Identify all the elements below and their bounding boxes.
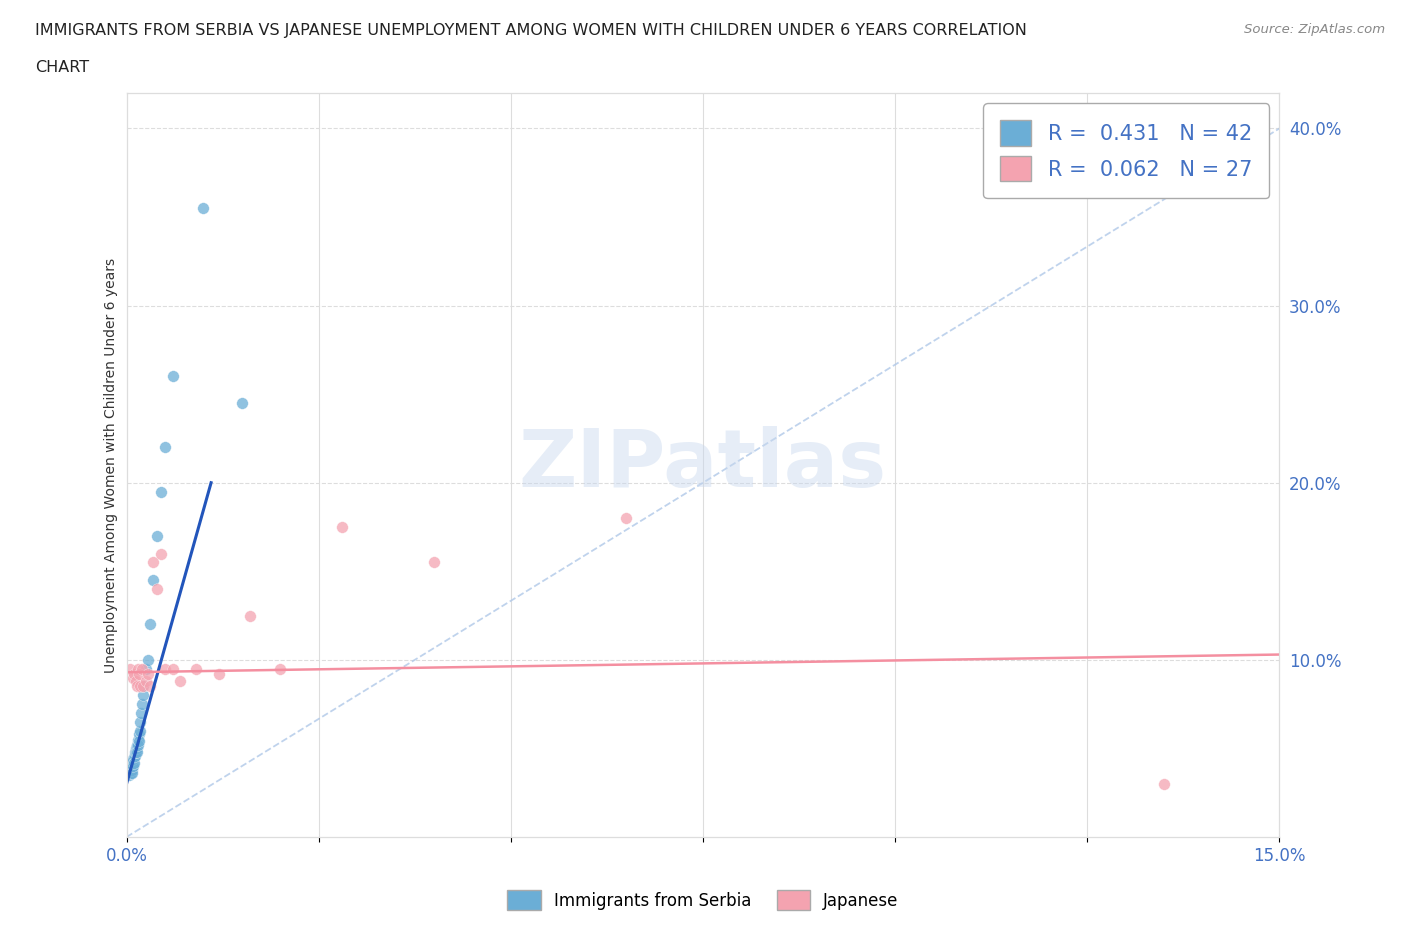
Point: [125, 741, 148, 756]
Point: [124, 748, 146, 763]
Point: [117, 759, 139, 774]
Point: [124, 745, 146, 760]
Text: IMMIGRANTS FROM SERBIA VS JAPANESE UNEMPLOYMENT AMONG WOMEN WITH CHILDREN UNDER : IMMIGRANTS FROM SERBIA VS JAPANESE UNEMP…: [35, 23, 1026, 38]
Text: Source: ZipAtlas.com: Source: ZipAtlas.com: [1244, 23, 1385, 36]
Point: [120, 763, 142, 777]
Point: [127, 737, 149, 752]
Point: [129, 679, 152, 694]
Point: [120, 763, 142, 777]
Point: [128, 734, 150, 749]
Point: [146, 528, 169, 543]
Point: [184, 661, 207, 676]
Point: [121, 671, 143, 685]
Point: [122, 751, 145, 766]
Text: ZIPatlas: ZIPatlas: [519, 426, 887, 504]
Point: [121, 763, 143, 777]
Point: [135, 673, 157, 688]
Point: [120, 755, 142, 770]
Point: [136, 667, 159, 682]
Point: [121, 765, 143, 780]
Point: [122, 667, 145, 682]
Point: [131, 688, 153, 703]
Point: [127, 737, 149, 752]
Point: [120, 765, 142, 780]
Point: [146, 581, 169, 596]
Point: [231, 395, 253, 410]
Point: [150, 485, 173, 499]
Point: [118, 759, 141, 774]
Point: [127, 679, 149, 694]
Point: [125, 745, 148, 760]
Point: [1153, 777, 1175, 791]
Point: [238, 608, 260, 623]
Y-axis label: Unemployment Among Women with Children Under 6 years: Unemployment Among Women with Children U…: [104, 258, 118, 672]
Point: [127, 732, 149, 747]
Point: [122, 750, 145, 764]
Point: [121, 759, 143, 774]
Point: [169, 673, 191, 688]
Point: [131, 661, 153, 676]
Point: [330, 520, 353, 535]
Point: [138, 679, 160, 694]
Point: [128, 667, 150, 682]
Point: [142, 573, 165, 588]
Point: [162, 661, 184, 676]
Point: [150, 546, 173, 561]
Point: [129, 714, 152, 729]
Point: [127, 745, 149, 760]
Point: [132, 679, 155, 694]
Point: [127, 661, 149, 676]
Point: [142, 555, 165, 570]
Point: [128, 727, 150, 742]
Point: [128, 724, 150, 738]
Point: [132, 679, 155, 694]
Point: [269, 661, 291, 676]
Point: [131, 697, 153, 711]
Point: [129, 706, 152, 721]
Point: [118, 767, 141, 782]
Text: CHART: CHART: [35, 60, 89, 75]
Point: [120, 661, 142, 676]
Point: [423, 555, 446, 570]
Point: [135, 661, 157, 676]
Point: [121, 759, 143, 774]
Point: [125, 741, 148, 756]
Point: [614, 511, 637, 525]
Point: [153, 661, 176, 676]
Point: [136, 653, 159, 668]
Point: [208, 667, 231, 682]
Point: [138, 617, 160, 631]
Point: [121, 755, 143, 770]
Point: [122, 755, 145, 770]
Legend: Immigrants from Serbia, Japanese: Immigrants from Serbia, Japanese: [501, 884, 905, 917]
Point: [153, 440, 176, 455]
Point: [193, 201, 215, 216]
Legend: R =  0.431   N = 42, R =  0.062   N = 27: R = 0.431 N = 42, R = 0.062 N = 27: [983, 103, 1270, 198]
Point: [125, 673, 148, 688]
Point: [162, 369, 184, 384]
